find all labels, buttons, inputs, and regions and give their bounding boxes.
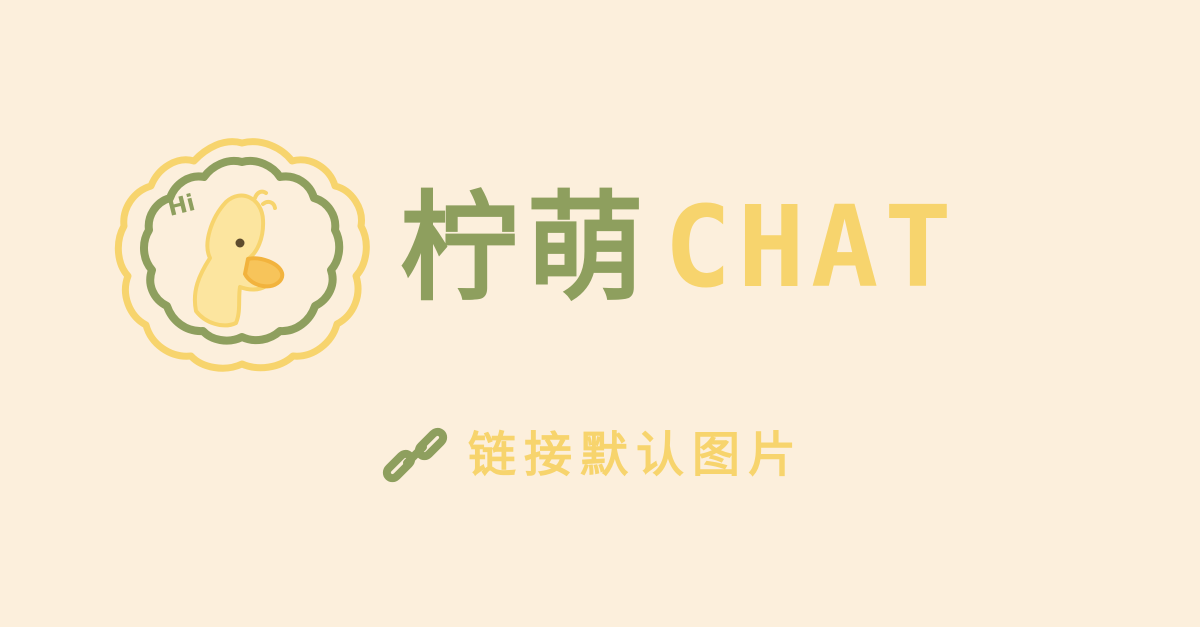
subtitle-text: 链接默认图片	[468, 427, 805, 483]
brand-title: 柠萌 CHAT	[400, 178, 958, 318]
subtitle-row: 链接默认图片	[380, 420, 804, 490]
badge-greeting: Hi	[165, 190, 198, 222]
brand-name-chinese: 柠萌	[400, 179, 653, 317]
brand-name-chat: CHAT	[664, 183, 958, 313]
duck-mascot-icon	[192, 189, 285, 328]
chain-link-icon	[382, 427, 448, 483]
logo-badge: Hi	[112, 128, 372, 373]
outer-scalloped-border	[114, 138, 370, 372]
inner-scalloped-border	[140, 157, 344, 345]
